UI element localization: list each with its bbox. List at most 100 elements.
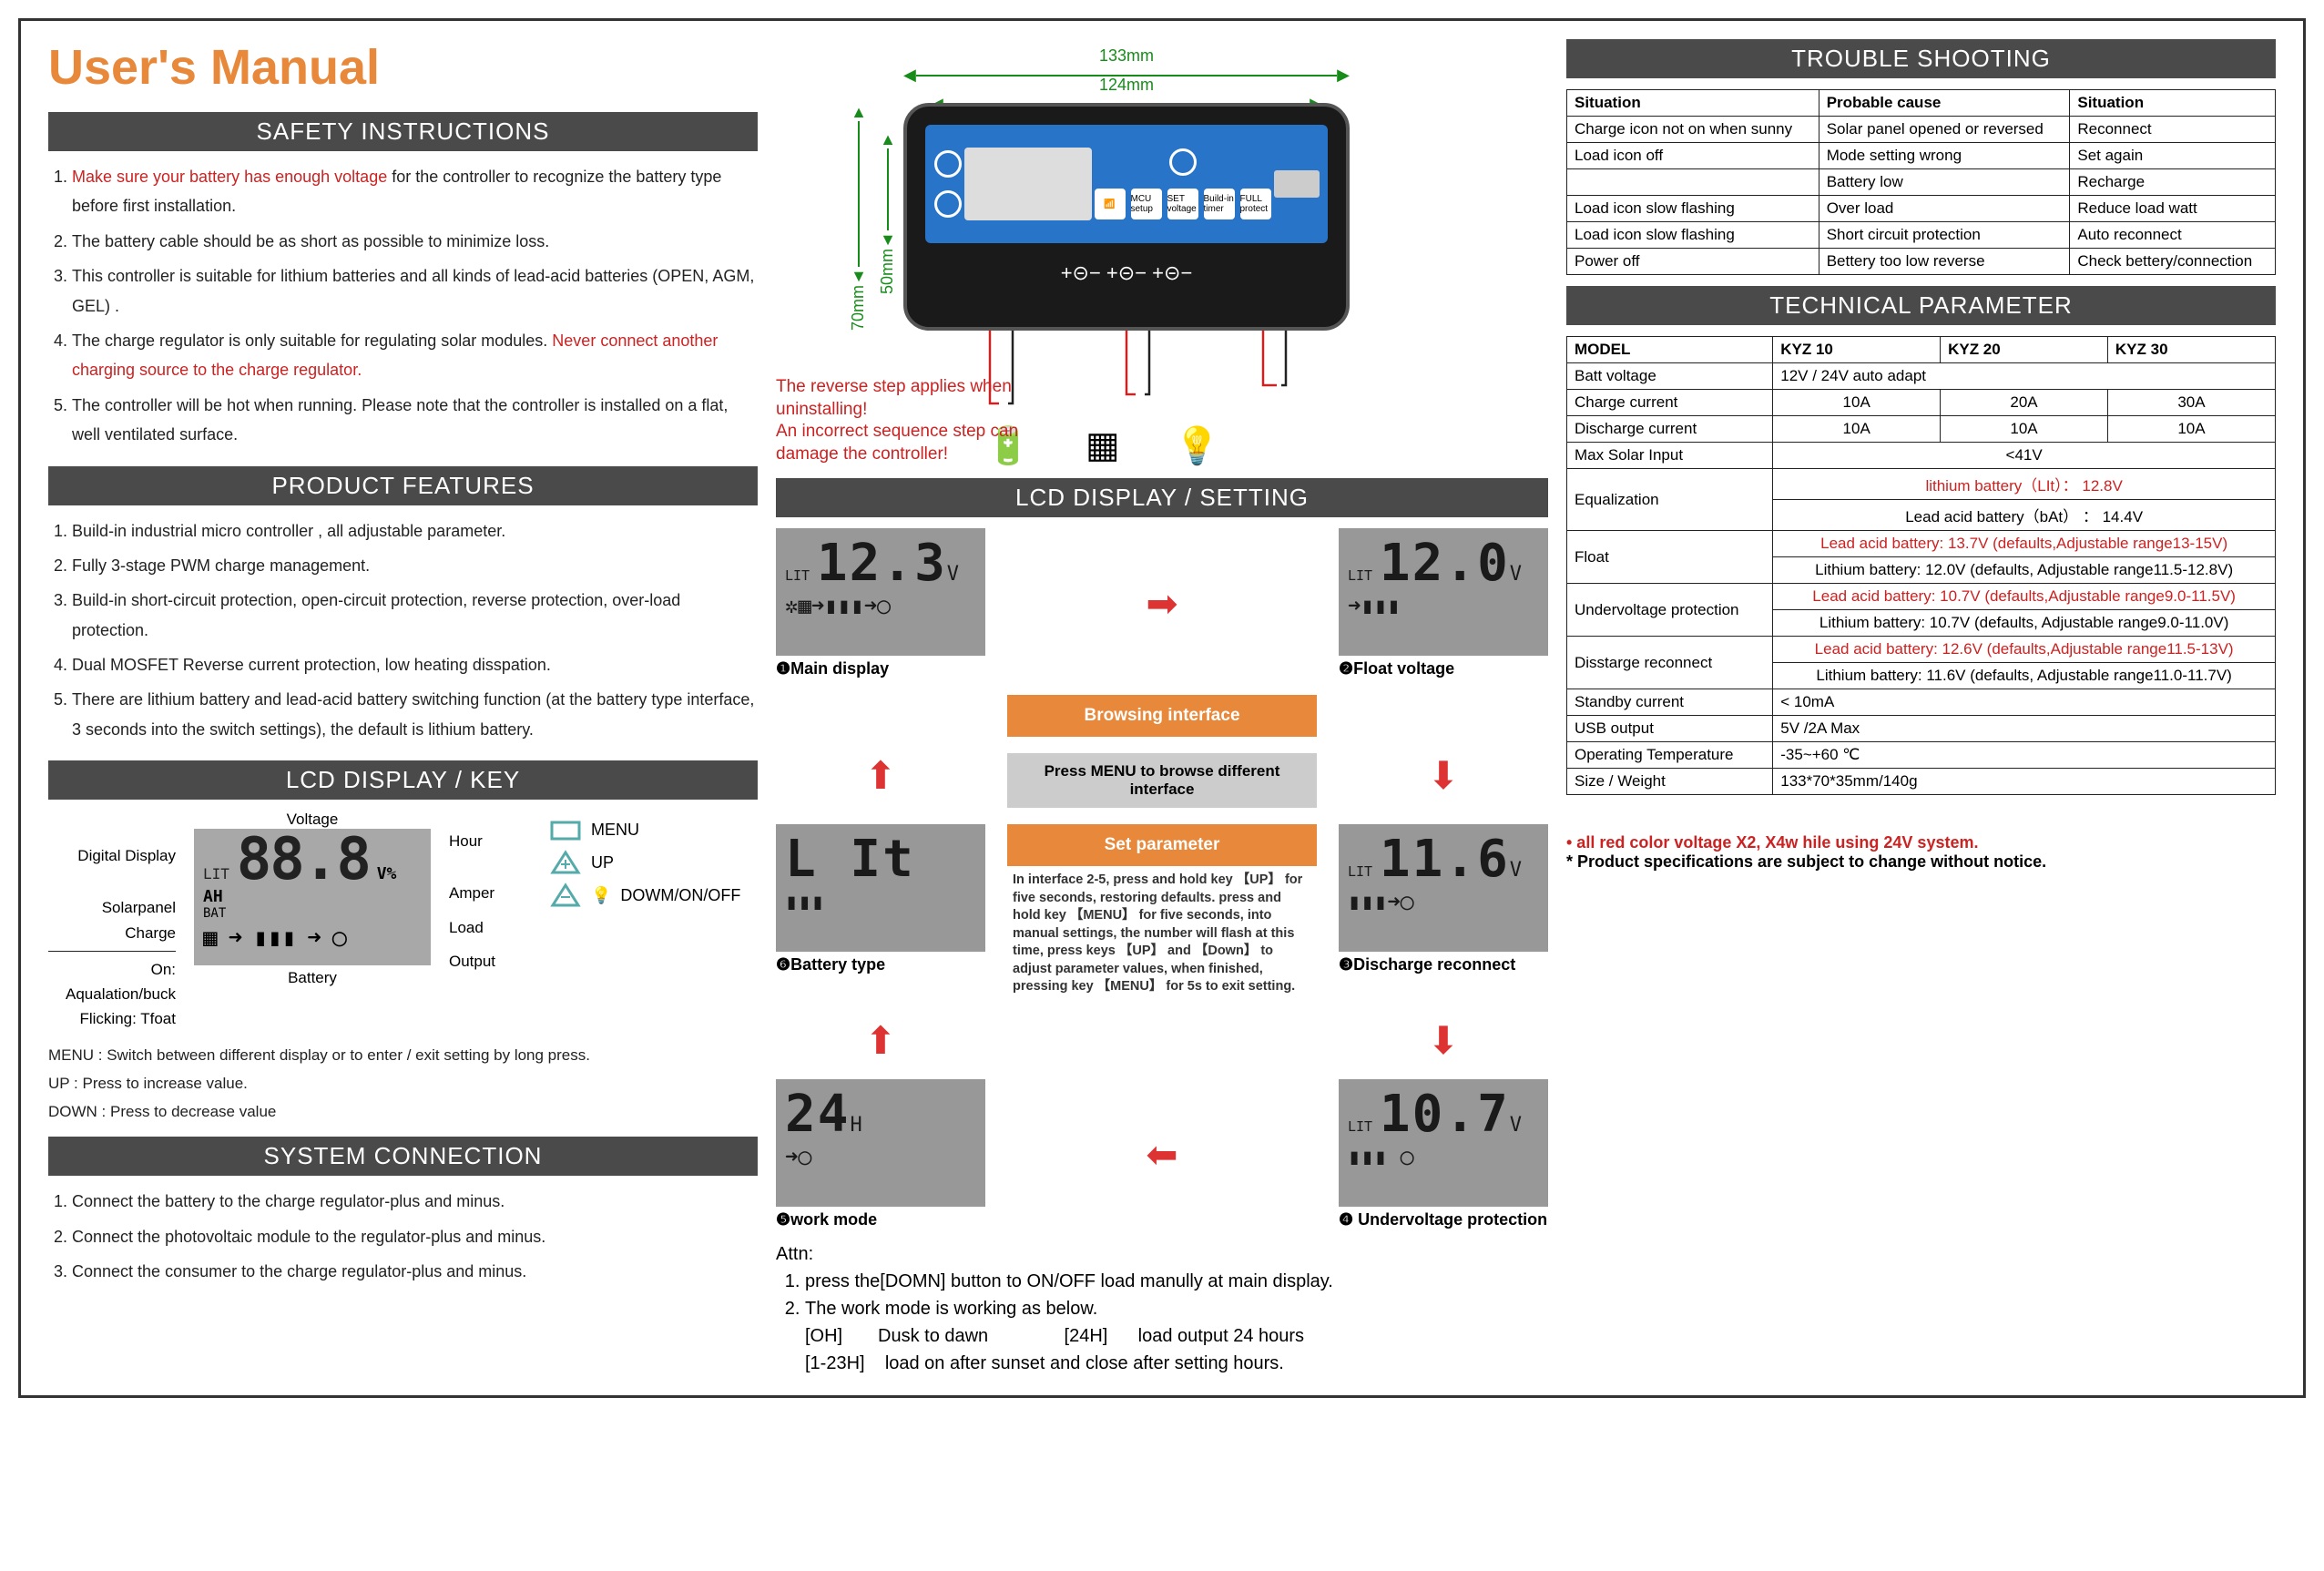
table-row: Standby current< 10mA [1567, 689, 2276, 716]
features-list: Build-in industrial micro controller , a… [48, 516, 758, 750]
table-row: Battery lowRecharge [1567, 169, 2276, 196]
table-row: Size / Weight133*70*35mm/140g [1567, 769, 2276, 795]
feature-item: Dual MOSFET Reverse current protection, … [72, 650, 758, 679]
safety-item: Make sure your battery has enough voltag… [72, 162, 758, 221]
lcd-setting-grid: LIT 12.3V✲▦➜▮▮▮➜◯ ❶Main display ➡ LIT 12… [776, 528, 1548, 1229]
device-diagram: 133mm ◀▶ 124mm ◀▶ ▲▼ 70mm ▲▼ 50mm [776, 39, 1548, 467]
feature-item: Build-in short-circuit protection, open-… [72, 586, 758, 645]
arrow-up-icon: ⬆ [776, 1018, 985, 1063]
table-row: Discharge current10A10A10A [1567, 416, 2276, 443]
device-feat-set: SET voltage [1167, 189, 1198, 219]
lcd-cell-workmode: 24H➜◯ ❺work mode [776, 1079, 985, 1229]
footnotes: • all red color voltage X2, X4w hile usi… [1566, 833, 2276, 872]
column-right: TROUBLE SHOOTING Situation Probable caus… [1566, 39, 2276, 1377]
safety-header: SAFETY INSTRUCTIONS [48, 112, 758, 151]
device-btn-circle [1169, 148, 1197, 176]
device-lcd [964, 148, 1092, 220]
trouble-table: Situation Probable cause Situation Charg… [1566, 89, 2276, 275]
table-row: FloatLead acid battery: 13.7V (defaults,… [1567, 531, 2276, 557]
device-panel: 📶 MCU setup SET voltage Build-in timer F… [925, 125, 1328, 243]
lcd-cell-main: LIT 12.3V✲▦➜▮▮▮➜◯ ❶Main display [776, 528, 985, 678]
battery-icon: ▮▮▮ [253, 924, 296, 952]
syscon-item: Connect the battery to the charge regula… [72, 1187, 758, 1216]
table-row: Power offBettery too low reverseCheck be… [1567, 249, 2276, 275]
pressmenu-box: Press MENU to browse different interface [1007, 753, 1317, 808]
device-usb-port [1274, 170, 1320, 198]
table-row: Load icon slow flashingShort circuit pro… [1567, 222, 2276, 249]
table-row: Load icon slow flashingOver loadReduce l… [1567, 196, 2276, 222]
column-middle: 133mm ◀▶ 124mm ◀▶ ▲▼ 70mm ▲▼ 50mm [776, 39, 1548, 1377]
table-row: Undervoltage protectionLead acid battery… [1567, 584, 2276, 610]
syscon-item: Connect the photovoltaic module to the r… [72, 1222, 758, 1251]
menu-key-icon [549, 816, 582, 843]
feature-item: There are lithium battery and lead-acid … [72, 685, 758, 744]
dim-height-1: 70mm [849, 285, 868, 331]
table-row: Load icon offMode setting wrongSet again [1567, 143, 2276, 169]
features-header: PRODUCT FEATURES [48, 466, 758, 505]
lcdset-header: LCD DISPLAY / SETTING [776, 478, 1548, 517]
safety-item: This controller is suitable for lithium … [72, 261, 758, 321]
lcd-icon-row: ▦➜ ▮▮▮➜ ◯ [203, 924, 422, 952]
lcdkey-buttons: MENU UP 💡DOWM/ON/OFF [549, 811, 740, 914]
arrow-right-icon: ➡ [1007, 581, 1317, 626]
key-notes: MENU : Switch between different display … [48, 1042, 758, 1126]
dim-width-2: 124mm [1099, 76, 1154, 95]
device-feat-timer: Build-in timer [1204, 189, 1235, 219]
lcdkey-left-labels: Digital Display Solarpanel Charge On: Aq… [48, 811, 176, 1031]
device-btn-circle [934, 150, 962, 178]
lcd-sample: LIT 88.8 V%AH BAT ▦➜ ▮▮▮➜ ◯ [194, 829, 431, 965]
table-row: Disstarge reconnectLead acid battery: 12… [1567, 637, 2276, 663]
lcdkey-area: Digital Display Solarpanel Charge On: Aq… [48, 811, 758, 1031]
device-icon-wifi: 📶 [1095, 189, 1126, 219]
lcdkey-center: Voltage LIT 88.8 V%AH BAT ▦➜ ▮▮▮➜ ◯ Batt… [194, 811, 431, 987]
bulb-icon: 💡 [591, 886, 611, 905]
lcdkey-inner-labels: Hour Amper Load Output [449, 811, 531, 974]
page-root: User's Manual SAFETY INSTRUCTIONS Make s… [18, 18, 2306, 1398]
lcd-cell-float: LIT 12.0V➜▮▮▮ ❷Float voltage [1339, 528, 1548, 678]
table-row: Operating Temperature-35~+60 ℃ [1567, 742, 2276, 769]
table-row: Max Solar Input<41V [1567, 443, 2276, 469]
bulb-icon: ◯ [332, 924, 347, 952]
panel-icon: ▦ [203, 924, 218, 952]
diagram-warning: The reverse step applies when uninstalli… [776, 376, 1031, 466]
up-key-icon [549, 849, 582, 876]
syscon-header: SYSTEM CONNECTION [48, 1137, 758, 1176]
device-feat-lock: FULL protect [1240, 189, 1271, 219]
table-row: Charge current10A20A30A [1567, 390, 2276, 416]
syscon-list: Connect the battery to the charge regula… [48, 1187, 758, 1291]
tech-header: TECHNICAL PARAMETER [1566, 286, 2276, 325]
arrow-left-icon: ⬅ [1007, 1132, 1317, 1177]
dim-width-1: 133mm [1099, 46, 1154, 66]
syscon-item: Connect the consumer to the charge regul… [72, 1257, 758, 1286]
table-row: Batt voltage12V / 24V auto adapt [1567, 363, 2276, 390]
dim-height-2: 50mm [878, 249, 897, 294]
safety-item: The battery cable should be as short as … [72, 227, 758, 256]
trouble-header: TROUBLE SHOOTING [1566, 39, 2276, 78]
lcd-cell-undervolt: LIT 10.7V▮▮▮ ◯ ❹ Undervoltage protection [1339, 1079, 1548, 1229]
safety-list: Make sure your battery has enough voltag… [48, 162, 758, 455]
middle-setparam: Set parameter In interface 2-5, press an… [1007, 824, 1317, 1002]
bulb-load-icon: 💡 [1175, 424, 1220, 467]
feature-item: Fully 3-stage PWM charge management. [72, 551, 758, 580]
arrow-up-icon: ⬆ [776, 753, 985, 798]
feature-item: Build-in industrial micro controller , a… [72, 516, 758, 546]
browsing-box: Browsing interface [1007, 695, 1317, 737]
column-left: User's Manual SAFETY INSTRUCTIONS Make s… [48, 39, 758, 1377]
device-terminals: +⊝− +⊝− +⊝− [925, 261, 1328, 285]
tech-table: MODEL KYZ 10 KYZ 20 KYZ 30 Batt voltage1… [1566, 336, 2276, 795]
table-row: USB output5V /2A Max [1567, 716, 2276, 742]
manual-title: User's Manual [48, 39, 758, 96]
safety-item: The controller will be hot when running.… [72, 391, 758, 450]
table-row: Charge icon not on when sunnySolar panel… [1567, 117, 2276, 143]
arrow-down-icon: ⬇ [1339, 753, 1548, 798]
attn-block: Attn: press the[DOMN] button to ON/OFF l… [776, 1240, 1548, 1377]
safety-item: The charge regulator is only suitable fo… [72, 326, 758, 385]
solar-load-icon: ▦ [1086, 424, 1120, 467]
lcd-cell-batterytype: L It▮▮▮ ❻Battery type [776, 824, 985, 974]
lcdkey-header: LCD DISPLAY / KEY [48, 760, 758, 800]
arrow-down-icon: ⬇ [1339, 1018, 1548, 1063]
device-feat-mcu: MCU setup [1131, 189, 1162, 219]
lcd-cell-discharge: LIT 11.6V▮▮▮➜◯ ❸Discharge reconnect [1339, 824, 1548, 974]
down-key-icon [549, 882, 582, 909]
device-btn-circle [934, 190, 962, 218]
